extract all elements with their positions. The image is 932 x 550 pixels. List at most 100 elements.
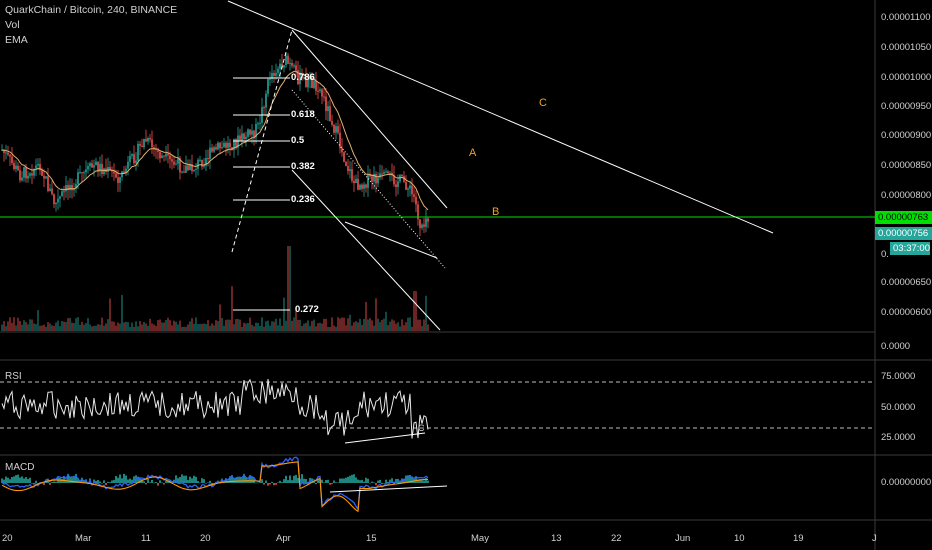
candle-body	[95, 161, 97, 166]
volume-bar	[285, 320, 287, 331]
volume-bar	[265, 321, 267, 331]
macd-hist-bar	[19, 477, 21, 483]
price-tick: 0.00000600	[881, 307, 932, 318]
macd-hist-bar	[203, 479, 205, 483]
candle-body	[299, 73, 301, 85]
volume-bar	[251, 324, 253, 331]
volume-bar	[155, 325, 157, 331]
candle-body	[37, 164, 39, 166]
time-tick: Jun	[675, 533, 691, 544]
macd-hist-bar	[113, 479, 115, 483]
macd-hist-bar	[31, 483, 33, 484]
volume-bar	[127, 322, 129, 331]
candle-body	[5, 152, 7, 154]
macd-hist-bar	[343, 478, 345, 483]
candle-body	[267, 79, 269, 94]
fib-lines	[233, 77, 290, 311]
macd-hist-bar	[269, 483, 271, 485]
macd-hist-bar	[193, 475, 195, 483]
candle-body	[99, 163, 101, 172]
macd-hist-bar	[237, 476, 239, 483]
candle-body	[253, 130, 255, 138]
candle-body	[333, 124, 335, 133]
volume-bar	[225, 319, 227, 331]
candle-body	[425, 218, 427, 227]
candle-body	[239, 135, 241, 141]
volume-bar	[423, 319, 425, 331]
price-tick: 0.00000850	[881, 160, 932, 171]
volume-bar	[277, 325, 279, 331]
volume-bar	[33, 323, 35, 331]
volume-bar	[351, 325, 353, 331]
volume-bar	[353, 322, 355, 331]
volume-zero-tick: 0.0000	[881, 341, 911, 352]
macd-hist-bar	[185, 475, 187, 483]
volume-bar	[3, 321, 5, 331]
volume-bar	[19, 320, 21, 331]
macd-hist-bar	[81, 477, 83, 483]
candle-body	[49, 188, 51, 191]
candle-body	[15, 165, 17, 170]
rsi-tick: 75.0000	[881, 371, 916, 382]
candle-body	[39, 164, 41, 171]
volume-bar	[209, 325, 211, 331]
macd-hist-bar	[225, 478, 227, 483]
candle-body	[179, 158, 181, 173]
price-tick: 0.00000950	[881, 101, 932, 112]
volume-bar	[9, 317, 11, 331]
volume-bar	[167, 317, 169, 331]
macd-hist-bar	[209, 480, 211, 483]
candle-body	[41, 170, 43, 176]
volume-bar	[179, 320, 181, 331]
macd-hist-bar	[425, 478, 427, 483]
macd-hist-bar	[373, 482, 375, 484]
macd-hist-bar	[239, 476, 241, 483]
macd-hist-bar	[223, 482, 225, 484]
candle-body	[21, 177, 23, 181]
candle-body	[169, 155, 171, 160]
vol-label: Vol	[5, 19, 20, 31]
volume-bar	[307, 320, 309, 331]
volume-bar	[283, 297, 285, 331]
macd-hist-bar	[17, 474, 19, 483]
macd-hist-bar	[407, 475, 409, 483]
candle-body	[107, 166, 109, 172]
candle-body	[405, 181, 407, 190]
volume-bar	[59, 326, 61, 331]
candle-body	[247, 129, 249, 137]
candle-body	[71, 184, 73, 191]
macd-hist-bar	[315, 483, 317, 485]
macd-hist-bar	[377, 480, 379, 483]
volume-bar	[425, 295, 427, 331]
volume-bar	[173, 320, 175, 331]
macd-hist-bar	[329, 483, 331, 485]
candle-body	[319, 89, 321, 91]
volume-bar	[315, 326, 317, 331]
macd-hist-bar	[133, 476, 135, 483]
candle-body	[81, 172, 83, 174]
candle-body	[351, 169, 353, 181]
volume-bar	[31, 319, 33, 331]
volume-bar	[185, 326, 187, 331]
macd-hist-bar	[167, 480, 169, 483]
volume-bar	[175, 321, 177, 331]
candle-body	[285, 55, 287, 66]
macd-hist-bar	[137, 476, 139, 483]
candle-body	[203, 165, 205, 167]
volume-bar	[317, 323, 319, 331]
volume-bar	[301, 325, 303, 331]
candle-body	[301, 73, 303, 79]
macd-hist-bar	[251, 476, 253, 483]
volume-bar	[161, 322, 163, 331]
volume-bar	[205, 324, 207, 331]
volume-bar	[119, 323, 121, 331]
candle-body	[103, 168, 105, 175]
macd-hist-bar	[351, 474, 353, 483]
candle-body	[377, 177, 379, 184]
macd-hist-bar	[67, 473, 69, 483]
candle-body	[355, 178, 357, 184]
volume-bar	[7, 321, 9, 331]
volume-bar	[57, 320, 59, 331]
candle-body	[9, 154, 11, 157]
